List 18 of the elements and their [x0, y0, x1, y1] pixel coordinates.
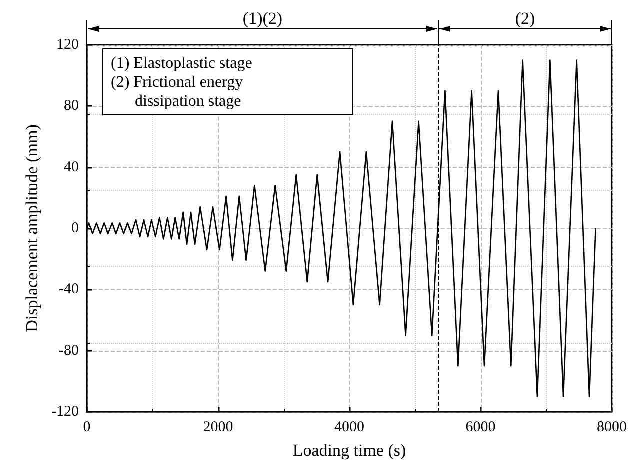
annotation: (1) Elastoplastic stage — [111, 55, 252, 72]
annotation: (2) Frictional energy dissipation stage — [111, 74, 244, 110]
x-tick-label: 6000 — [466, 420, 496, 436]
y-tick-label: 40 — [64, 159, 79, 176]
y-tick-label: -80 — [59, 342, 79, 359]
y-tick-label: -120 — [52, 404, 79, 420]
y-axis-title: Displacement amplitude (mm) — [22, 124, 42, 332]
x-tick-label: 4000 — [334, 420, 364, 436]
text: (1)(2) — [242, 9, 283, 28]
y-tick-label: 120 — [56, 37, 79, 53]
text: (2) — [515, 9, 536, 28]
x-tick-label: 2000 — [203, 420, 234, 436]
x-axis-title: Loading time (s) — [292, 441, 406, 460]
y-tick-label: -40 — [59, 282, 79, 298]
x-tick-label: 0 — [83, 420, 91, 436]
x-tick-label: 8000 — [597, 420, 627, 436]
y-tick-label: 80 — [64, 98, 79, 114]
y-tick-label: 0 — [72, 220, 79, 236]
